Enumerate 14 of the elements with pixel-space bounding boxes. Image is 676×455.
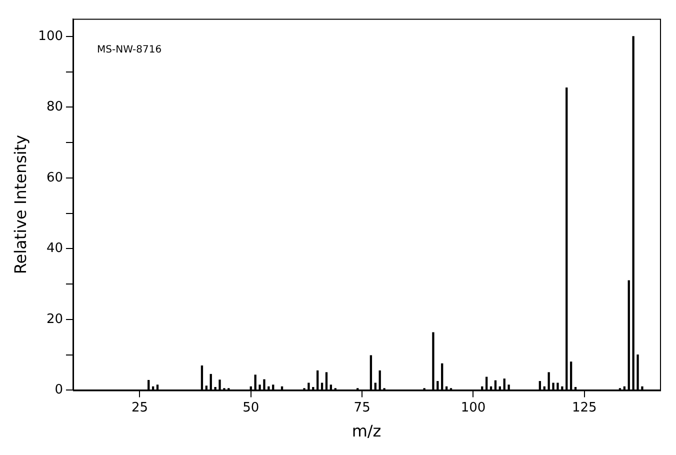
x-tick-label: 25	[131, 400, 148, 416]
y-tick-label: 60	[46, 170, 64, 186]
y-tick-label: 0	[54, 382, 64, 398]
x-tick-label: 50	[242, 400, 260, 416]
x-axis-title: m/z	[352, 422, 382, 441]
x-tick-label: 100	[460, 400, 486, 416]
y-tick-label: 40	[46, 241, 64, 256]
x-tick-label: 75	[354, 400, 370, 416]
annotation: MS-NW-8716	[97, 44, 162, 56]
y-tick-label: 100	[38, 28, 64, 44]
y-tick-label: 80	[46, 100, 64, 115]
y-tick-label: 20	[46, 312, 64, 327]
x-tick-label: 125	[572, 400, 597, 416]
y-axis-title: Relative Intensity	[10, 134, 30, 274]
